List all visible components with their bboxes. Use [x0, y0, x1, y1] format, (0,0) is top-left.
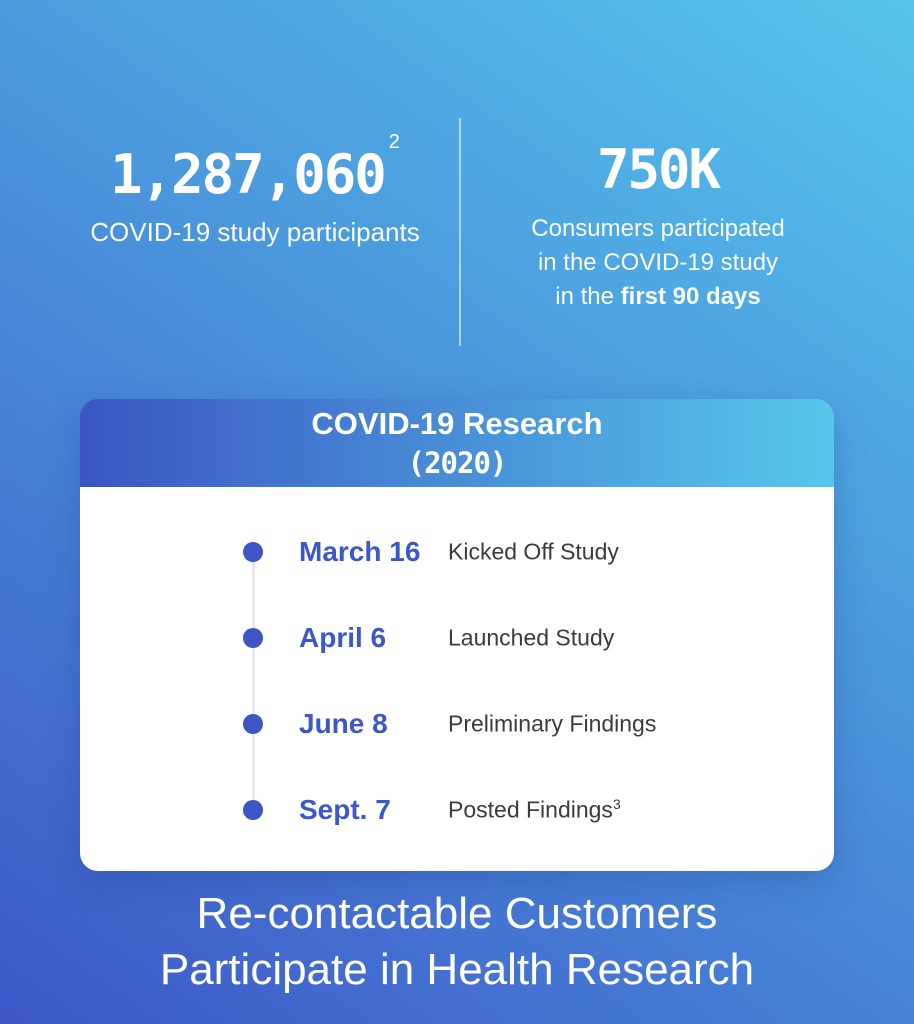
stat-consumers-desc-line3: in the [555, 283, 614, 310]
stat-participants: 1,287,0602 COVID-19 study participants [40, 131, 470, 248]
stat-participants-label: COVID-19 study participants [90, 217, 420, 247]
stat-consumers-desc-bold: first 90 days [620, 283, 761, 310]
timeline-event-text: Posted Findings [448, 796, 613, 823]
timeline-date: March 16 [299, 536, 421, 567]
bottom-headline-line2: Participate in Health Research [159, 945, 755, 994]
timeline-date: Sept. 7 [299, 794, 391, 825]
stat-consumers-desc-line2: in the COVID-19 study [537, 249, 779, 276]
stat-consumers-value: 750K [596, 138, 721, 201]
stat-participants-number: 1,287,060 [110, 143, 387, 206]
timeline-connector-line [252, 555, 255, 809]
timeline-card-title: COVID-19 Research [311, 406, 603, 441]
timeline-card-header: COVID-19 Research (2020) [80, 399, 834, 487]
stat-consumers-desc-line1: Consumers participated [531, 215, 785, 242]
timeline-event-text: Kicked Off Study [448, 538, 619, 565]
stats-divider [459, 118, 461, 346]
timeline-card: COVID-19 Research (2020) March 16 Kicked… [80, 399, 834, 871]
stat-consumers-description: Consumers participated in the COVID-19 s… [462, 212, 854, 314]
timeline-card-body: March 16 Kicked Off Study April 6 Launch… [80, 487, 834, 871]
timeline-dot [243, 714, 263, 734]
footnote-marker-2: 2 [388, 131, 400, 153]
timeline-event-text: Launched Study [448, 624, 615, 651]
footnote-marker: 3 [612, 796, 621, 813]
timeline-dot [243, 800, 263, 820]
timeline-event-text: Preliminary Findings [448, 710, 657, 737]
timeline-event: Preliminary Findings [448, 710, 834, 738]
bottom-headline: Re-contactable Customers Participate in … [0, 886, 914, 998]
bottom-headline-line1: Re-contactable Customers [196, 889, 718, 938]
stat-consumers: 750K Consumers participated in the COVID… [462, 140, 854, 314]
timeline-event: Launched Study [448, 624, 834, 652]
timeline-event: Kicked Off Study [448, 538, 834, 566]
timeline-date: June 8 [299, 708, 388, 739]
timeline-dot [243, 542, 263, 562]
stat-participants-value: 1,287,0602 [40, 131, 470, 206]
timeline-dot [243, 628, 263, 648]
timeline-item: Sept. 7 Posted Findings3 [80, 767, 834, 853]
timeline-item: March 16 Kicked Off Study [80, 509, 834, 595]
timeline-event: Posted Findings3 [448, 796, 834, 824]
timeline-date: April 6 [299, 622, 387, 653]
timeline-item: June 8 Preliminary Findings [80, 681, 834, 767]
timeline-card-year: (2020) [407, 446, 508, 480]
timeline-item: April 6 Launched Study [80, 595, 834, 681]
